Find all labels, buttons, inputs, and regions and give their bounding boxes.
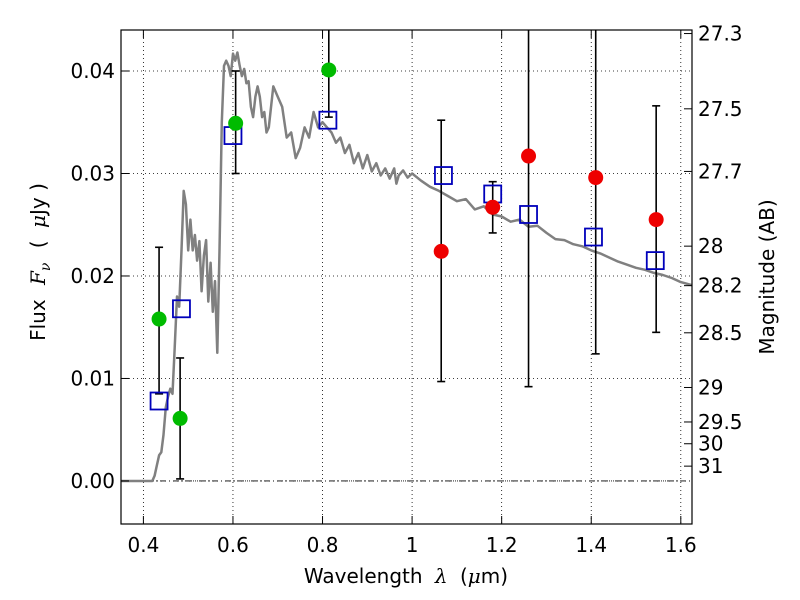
x-tick-label: 1	[406, 533, 419, 557]
green-observed-point	[172, 410, 188, 426]
red-observed-point	[648, 212, 664, 228]
x-axis-label: Wavelength λ (μm)	[304, 564, 508, 588]
y-tick-label: 0.03	[70, 161, 115, 185]
y-tick-label: 0.02	[70, 264, 115, 288]
x-tick-label: 1.6	[665, 533, 697, 557]
magnitude-tick-label: 30	[698, 432, 723, 456]
magnitude-tick-label: 29.5	[698, 410, 743, 434]
green-observed-point	[321, 62, 337, 78]
green-observed-point	[228, 115, 244, 131]
magnitude-tick-label: 28.2	[698, 274, 743, 298]
y-axis-label-subscript: ν	[38, 262, 54, 271]
y-axis-label-prefix: Flux	[26, 299, 50, 341]
magnitude-tick-label: 27.3	[698, 22, 743, 46]
marker-layer	[149, 62, 665, 426]
magnitude-tick-label: 31	[698, 454, 723, 478]
model-photometry-square	[318, 110, 338, 130]
y-axis-label-unit-mu: μ	[26, 215, 50, 228]
model-photometry-square	[584, 227, 603, 247]
magnitude-tick-label: 27.5	[698, 97, 743, 121]
y-axis-label-unit-open: (	[26, 240, 50, 248]
axis-ticks: 0.4 0.6 0.8 1 1.2 1.4 1.6 0.00 0.01 0.02 0.03 0.04 2…	[70, 22, 742, 557]
x-tick-label: 1.2	[486, 533, 518, 557]
red-observed-point	[485, 199, 501, 215]
y-axis-label: Flux Fν ( μJy )	[26, 183, 55, 341]
grid-lines	[121, 30, 692, 524]
x-tick-label: 1.4	[575, 533, 607, 557]
x-axis-label-unit-open: (	[460, 564, 468, 588]
model-photometry-square	[434, 166, 453, 185]
plot-frame	[120, 29, 693, 525]
x-tick-label: 0.4	[127, 533, 159, 557]
spectrum-line	[121, 51, 692, 483]
red-observed-point	[521, 148, 537, 164]
x-axis-label-unit-rest: m)	[481, 564, 508, 588]
model-photometry-square	[172, 299, 191, 319]
y-tick-label: 0.01	[70, 366, 115, 390]
y-axis-label-symbol: F	[26, 270, 50, 286]
magnitude-tick-label: 28.5	[698, 321, 743, 345]
model-photometry-square	[645, 251, 665, 271]
green-observed-point	[151, 311, 167, 327]
x-axis-label-symbol: λ	[434, 564, 448, 588]
x-axis-label-prefix: Wavelength	[304, 564, 423, 588]
x-tick-label: 0.8	[307, 533, 339, 557]
y-tick-label: 0.00	[70, 469, 115, 493]
plot-area	[121, 30, 692, 524]
y-axis-label-unit-rest: Jy )	[26, 183, 50, 217]
y-tick-label: 0.04	[70, 59, 115, 83]
red-observed-point	[433, 243, 449, 259]
x-tick-label: 0.6	[217, 533, 249, 557]
magnitude-tick-label: 28	[698, 234, 723, 258]
red-observed-point	[588, 170, 604, 186]
model-photometry-square	[149, 391, 169, 411]
magnitude-tick-label: 27.7	[698, 159, 743, 183]
model-photometry-square	[519, 205, 538, 224]
magnitude-axis-label: Magnitude (AB)	[755, 199, 779, 354]
spectrum-layer	[121, 51, 692, 483]
x-axis-label-unit-mu: μ	[468, 564, 481, 588]
magnitude-tick-label: 29	[698, 375, 723, 399]
